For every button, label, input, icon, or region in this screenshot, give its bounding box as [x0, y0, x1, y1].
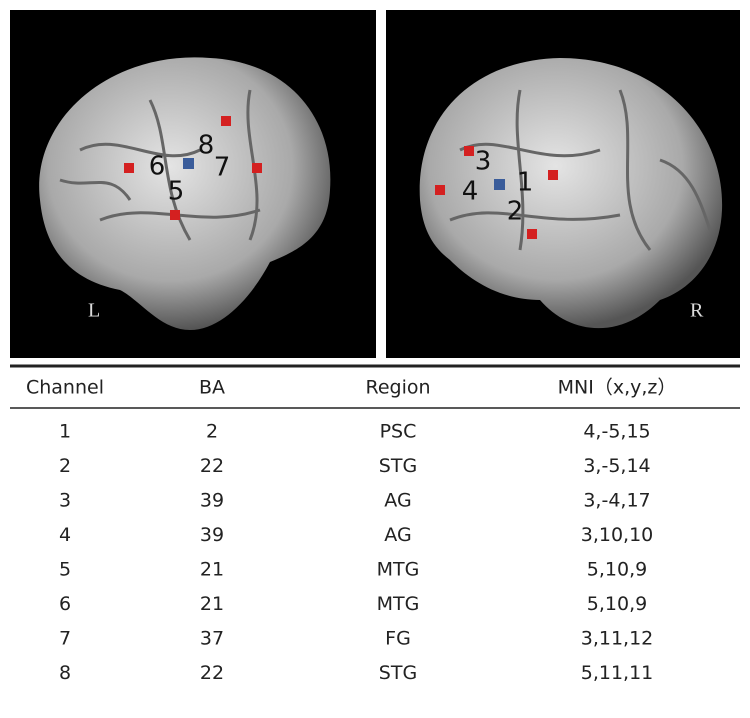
table-cell: MTG — [377, 559, 420, 581]
table-cell: FG — [385, 628, 411, 650]
table-cell: 4 — [59, 524, 71, 546]
table-cell: STG — [379, 455, 417, 477]
table-cell: 21 — [200, 559, 224, 581]
column-header: Region — [365, 377, 430, 399]
table-cell: 39 — [200, 490, 224, 512]
table-cell: 7 — [59, 628, 71, 650]
side-label: R — [690, 300, 704, 322]
table-cell: 1 — [59, 421, 71, 443]
table-cell: 3,11,12 — [581, 628, 654, 650]
figure: L R 65873412ChannelBARegionMNI（x,y,z）12P… — [0, 0, 750, 718]
table-cell: 21 — [200, 593, 224, 615]
table-cell: 3 — [59, 490, 71, 512]
table-cell: 5 — [59, 559, 71, 581]
table-cell: AG — [384, 490, 411, 512]
table-cell: 22 — [200, 455, 224, 477]
column-header: Channel — [26, 377, 104, 399]
column-header: MNI（x,y,z） — [558, 377, 677, 399]
channel-label: 4 — [462, 177, 479, 207]
channel-label: 1 — [517, 168, 534, 198]
channel-label: 2 — [507, 197, 524, 227]
channel-label: 5 — [168, 177, 185, 207]
table-cell: MTG — [377, 593, 420, 615]
table-cell: 5,10,9 — [587, 593, 647, 615]
channel-label: 6 — [149, 152, 166, 182]
table-cell: 5,11,11 — [581, 662, 654, 684]
column-header: BA — [199, 377, 225, 399]
side-label: L — [88, 300, 100, 322]
table-cell: 39 — [200, 524, 224, 546]
table-cell: 3,-5,14 — [583, 455, 650, 477]
table-cell: 3,10,10 — [581, 524, 654, 546]
table-cell: PSC — [380, 421, 417, 443]
table-cell: 22 — [200, 662, 224, 684]
table-cell: 2 — [206, 421, 218, 443]
table-cell: 6 — [59, 593, 71, 615]
channel-label: 7 — [214, 153, 231, 183]
table-cell: 8 — [59, 662, 71, 684]
table-cell: AG — [384, 524, 411, 546]
table-cell: STG — [379, 662, 417, 684]
table-cell: 2 — [59, 455, 71, 477]
table-cell: 4,-5,15 — [583, 421, 650, 443]
table-cell: 3,-4,17 — [583, 490, 650, 512]
channel-label: 8 — [198, 131, 215, 161]
table-cell: 5,10,9 — [587, 559, 647, 581]
channel-label: 3 — [475, 147, 492, 177]
table-cell: 37 — [200, 628, 224, 650]
